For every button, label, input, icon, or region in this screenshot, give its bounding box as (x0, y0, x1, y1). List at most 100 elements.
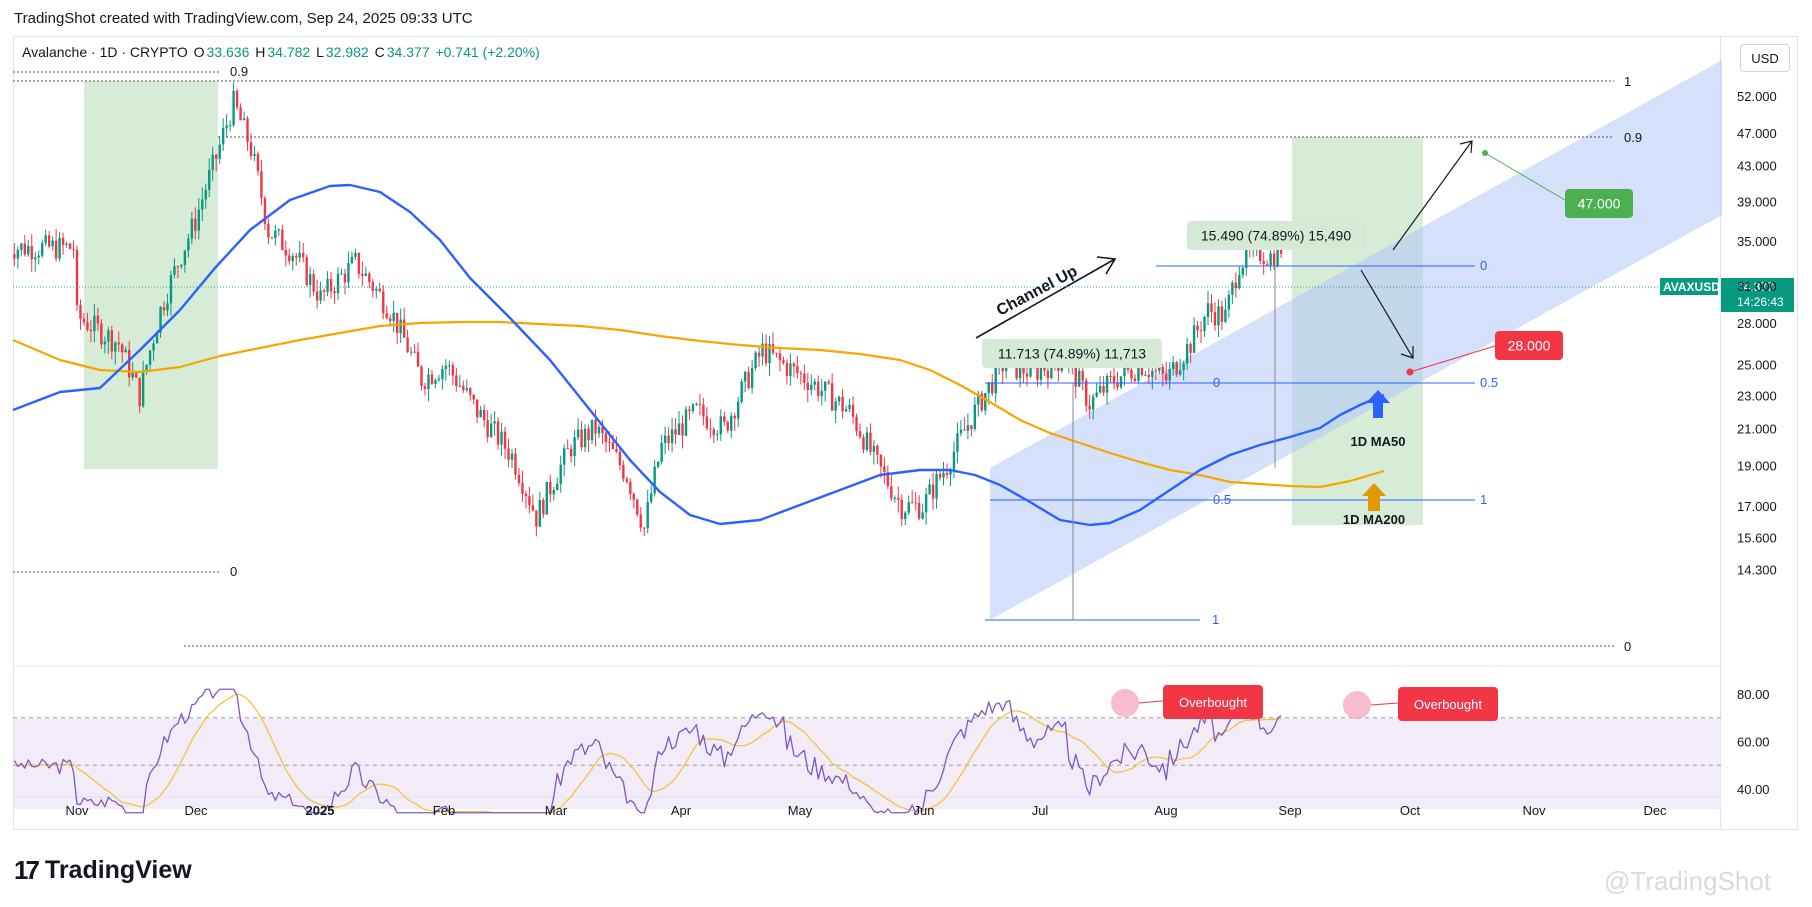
channel-arrow-head (1096, 256, 1117, 275)
candle-body (817, 381, 820, 396)
ma50-line (12, 183, 1385, 527)
candle-body (343, 273, 347, 283)
candle-body (493, 421, 496, 424)
candle-body (333, 291, 336, 294)
candle-body (357, 252, 361, 274)
projection-up-line (1392, 140, 1473, 251)
candle-body (1158, 366, 1161, 371)
price-tick: 39.000 (1737, 195, 1777, 210)
candle-body (698, 403, 702, 405)
candle-body (312, 274, 315, 292)
candle-body (524, 493, 528, 497)
candle-body (656, 461, 660, 467)
candle-body (496, 421, 500, 445)
price-axis[interactable] (1721, 36, 1798, 830)
price-tick: 25.000 (1737, 358, 1777, 373)
candle-body (590, 419, 594, 441)
candle-body (566, 448, 569, 450)
candle-body (559, 464, 562, 484)
price-tag-symbol: AVAXUSD (1663, 280, 1720, 294)
candle-body (712, 429, 716, 436)
candle-body (890, 486, 893, 499)
candle-body (1165, 373, 1168, 381)
chart-pane[interactable] (13, 36, 1721, 830)
candle-body (27, 246, 30, 255)
candle-body (51, 240, 54, 247)
ma200-line (12, 320, 1385, 489)
candle-body (1147, 374, 1151, 378)
candle-body (810, 384, 813, 391)
candle-body (904, 512, 907, 520)
candle-body (705, 416, 709, 429)
candle-body (267, 223, 270, 238)
legend-close: 34.377 (386, 44, 430, 60)
candle-body (677, 423, 681, 435)
candle-body (382, 291, 385, 314)
candle-body (47, 235, 51, 247)
candle-body (1144, 374, 1147, 376)
legend-open-label: O (193, 44, 205, 60)
legend-high: 34.782 (267, 44, 311, 60)
candle-body (945, 472, 949, 475)
target-up-label: 47.000 (1578, 196, 1621, 212)
candle-body (897, 497, 900, 500)
candle-body (1112, 376, 1116, 384)
candle-body (1025, 373, 1029, 377)
candle-body (911, 502, 914, 504)
candle-body (434, 380, 437, 384)
candle-body (594, 419, 597, 434)
candle-body (93, 315, 96, 332)
candle-body (416, 351, 420, 367)
candle-body (1213, 312, 1217, 326)
candle-body (757, 352, 761, 357)
candle-body (785, 362, 789, 377)
overbought-1-circle (1111, 689, 1139, 717)
candle-body (750, 368, 754, 389)
candle-body (263, 198, 267, 224)
candle-body (1074, 362, 1077, 387)
candle-body (420, 366, 423, 387)
candle-body (556, 483, 559, 491)
candle-body (20, 243, 23, 250)
candle-body (761, 343, 764, 357)
candle-body (580, 429, 583, 448)
candle-body (148, 350, 152, 365)
candle-body (1234, 282, 1238, 289)
candle-body (876, 445, 879, 455)
candle-body (228, 125, 232, 127)
candle-body (166, 303, 169, 311)
candle-body (1095, 392, 1098, 397)
candle-body (141, 371, 145, 407)
candle-body (176, 266, 180, 268)
candle-body (1081, 370, 1084, 381)
candle-body (361, 273, 364, 276)
candle-body (1269, 253, 1272, 266)
candle-body (611, 442, 615, 449)
candle-body (608, 441, 611, 443)
candle-body (743, 371, 747, 382)
candle-body (162, 307, 166, 311)
candle-body (1018, 361, 1022, 379)
price-tick: 43.000 (1737, 159, 1777, 174)
candle-body (302, 253, 305, 258)
candle-body (79, 305, 82, 319)
candle-body (1060, 365, 1064, 371)
currency-button[interactable]: USD (1740, 44, 1790, 72)
candle-body (681, 423, 684, 436)
candle-body (629, 481, 632, 494)
target-up-connector (1484, 152, 1571, 204)
candle-body (37, 255, 40, 258)
candle-body (128, 349, 131, 378)
candle-body (702, 404, 705, 417)
candle-body (660, 443, 663, 462)
candle-body (799, 373, 803, 375)
candle-body (347, 263, 350, 283)
fib-left-09-label: 0.9 (230, 64, 248, 79)
candle-body (552, 490, 555, 495)
candle-body (41, 243, 44, 256)
candle-body (754, 352, 757, 369)
candle-body (1085, 380, 1088, 406)
candle-body (865, 432, 869, 450)
overbought-2-connector (1370, 702, 1399, 706)
candle-body (399, 319, 402, 334)
